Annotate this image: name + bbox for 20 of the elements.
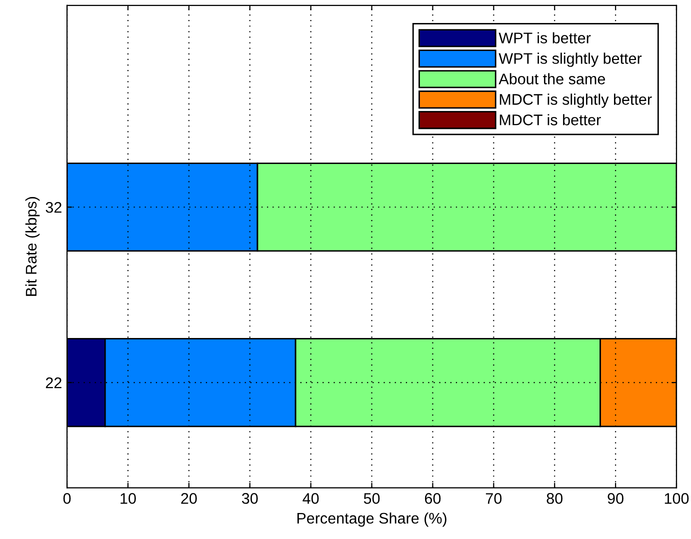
legend-label: WPT is slightly better	[498, 52, 642, 67]
legend-label: WPT is better	[498, 32, 591, 44]
legend-label: About the same	[498, 73, 605, 84]
y-tick-label: 32	[46, 202, 62, 213]
legend-label: MDCT is better	[500, 114, 601, 126]
y-axis-title: Bit Rate (kbps)	[25, 197, 40, 296]
x-tick-label: 40	[302, 493, 319, 504]
x-axis-title: Percentage Share (%)	[297, 512, 446, 527]
x-tick-label: 60	[424, 493, 441, 504]
x-tick-label: 20	[181, 493, 197, 504]
x-tick-label: 100	[664, 493, 689, 504]
x-tick-label: 80	[546, 493, 562, 504]
x-tick-label: 10	[120, 493, 136, 504]
x-tick-label: 70	[486, 493, 502, 504]
y-tick-label: 22	[46, 377, 62, 388]
x-tick-label: 0	[63, 493, 71, 504]
x-tick-label: 90	[608, 493, 624, 504]
x-tick-label: 50	[364, 493, 380, 504]
x-tick-label: 30	[242, 493, 258, 504]
legend-label: MDCT is slightly better	[500, 94, 652, 108]
